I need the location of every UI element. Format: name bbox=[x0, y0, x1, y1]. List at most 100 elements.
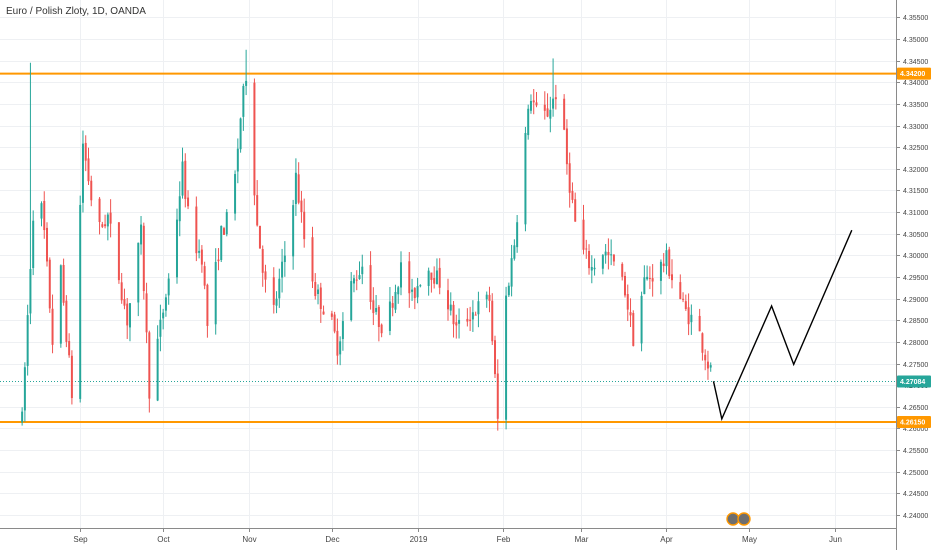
candle-body bbox=[123, 299, 126, 306]
projection-line[interactable] bbox=[712, 229, 853, 422]
candle-body bbox=[411, 289, 414, 292]
candle-body bbox=[264, 271, 267, 280]
candle-body bbox=[70, 355, 73, 399]
candle-body bbox=[101, 224, 104, 227]
event-icon[interactable] bbox=[737, 512, 751, 526]
price-tick-label: 4.29000 bbox=[903, 297, 928, 304]
candle-body bbox=[706, 361, 709, 369]
candle-body bbox=[394, 291, 397, 310]
candle-body bbox=[223, 228, 225, 235]
candle-body bbox=[84, 142, 87, 161]
candle-body bbox=[140, 224, 143, 245]
candle-body bbox=[665, 250, 668, 267]
candle-body bbox=[684, 301, 687, 309]
candle-body bbox=[574, 199, 577, 222]
price-tick-label: 4.35000 bbox=[903, 37, 928, 44]
event-icon[interactable] bbox=[726, 512, 740, 526]
candle-body bbox=[430, 272, 433, 280]
candle-body bbox=[449, 304, 452, 311]
price-tick-label: 4.29500 bbox=[903, 275, 928, 282]
candle-body bbox=[203, 266, 206, 286]
candle-body bbox=[239, 118, 242, 150]
candle-body bbox=[607, 251, 610, 256]
candle-body bbox=[314, 281, 317, 297]
candle-body bbox=[167, 278, 170, 296]
candle-body bbox=[164, 297, 167, 311]
candle-body bbox=[408, 261, 411, 294]
candle-body bbox=[682, 298, 685, 300]
price-tick-label: 4.34500 bbox=[903, 59, 928, 66]
candle-body bbox=[358, 275, 361, 280]
candle-body bbox=[433, 278, 436, 284]
current-price-label: 4.27084 bbox=[900, 379, 925, 386]
candle-body bbox=[643, 277, 646, 295]
candle-body bbox=[126, 303, 129, 326]
price-tick-label: 4.31500 bbox=[903, 188, 928, 195]
candle-body bbox=[46, 227, 49, 262]
candle-body bbox=[452, 304, 455, 325]
candle-body bbox=[283, 255, 286, 263]
candle-body bbox=[225, 212, 228, 235]
candle-body bbox=[552, 98, 555, 109]
price-axis[interactable]: 4.24000 4.24500 4.25000 4.25500 4.26000 4.265… bbox=[896, 0, 928, 550]
candle-body bbox=[488, 294, 491, 301]
events-marker[interactable] bbox=[726, 512, 751, 526]
candle-body bbox=[588, 250, 591, 269]
level-price-label: 4.26150 bbox=[900, 419, 925, 426]
time-tick-label: Oct bbox=[157, 535, 170, 544]
candle-body bbox=[632, 313, 635, 346]
candle-body bbox=[427, 270, 430, 286]
chart-title: Euro / Polish Zloty, 1D, OANDA bbox=[6, 6, 146, 17]
candle-body bbox=[623, 275, 626, 296]
candle-body bbox=[397, 287, 400, 295]
candle-body bbox=[145, 293, 148, 333]
candle-body bbox=[419, 285, 422, 287]
candle-body bbox=[48, 259, 51, 309]
candle-body bbox=[297, 174, 300, 203]
candle-body bbox=[585, 248, 588, 250]
candle-body bbox=[626, 294, 629, 310]
price-tick-label: 4.25500 bbox=[903, 448, 928, 455]
candle-body bbox=[117, 222, 120, 281]
candle-body bbox=[659, 261, 662, 281]
candle-body bbox=[220, 225, 223, 260]
candle-body bbox=[26, 315, 29, 366]
candle-body bbox=[162, 312, 165, 319]
time-tick-label: Apr bbox=[660, 535, 673, 544]
candle-body bbox=[258, 225, 261, 249]
candle-body bbox=[51, 308, 54, 345]
candle-body bbox=[137, 242, 140, 303]
price-tick-label: 4.33000 bbox=[903, 124, 928, 131]
price-tick-label: 4.33500 bbox=[903, 102, 928, 109]
candle-body bbox=[352, 278, 355, 284]
candle-body bbox=[698, 315, 701, 332]
candle-body bbox=[322, 311, 325, 315]
candle-body bbox=[278, 278, 281, 299]
candle-body bbox=[485, 294, 488, 300]
price-tick-label: 4.32000 bbox=[903, 167, 928, 174]
candle-body bbox=[292, 205, 295, 257]
candle-body bbox=[62, 264, 65, 303]
candle-body bbox=[87, 158, 90, 182]
candle-body bbox=[281, 261, 284, 278]
candle-body bbox=[40, 203, 43, 219]
candle-body bbox=[23, 367, 26, 411]
candle-body bbox=[546, 108, 549, 117]
candle-body bbox=[181, 161, 184, 196]
candle-body bbox=[311, 237, 314, 282]
candle-body bbox=[651, 278, 654, 282]
price-tick-label: 4.27500 bbox=[903, 362, 928, 369]
candle-body bbox=[496, 373, 499, 419]
candle-body bbox=[106, 214, 109, 227]
candle-body bbox=[377, 306, 380, 327]
candle-body bbox=[610, 254, 613, 256]
time-tick-label: Dec bbox=[325, 535, 339, 544]
candle-body bbox=[159, 319, 162, 337]
time-axis[interactable]: Sep Oct Nov Dec 2019 Feb Mar Apr May Jun bbox=[0, 528, 896, 544]
candle-body bbox=[142, 225, 145, 292]
candle-body bbox=[245, 80, 248, 86]
candle-body bbox=[471, 312, 474, 320]
candle-body bbox=[120, 282, 123, 301]
time-tick-label: May bbox=[742, 535, 757, 544]
